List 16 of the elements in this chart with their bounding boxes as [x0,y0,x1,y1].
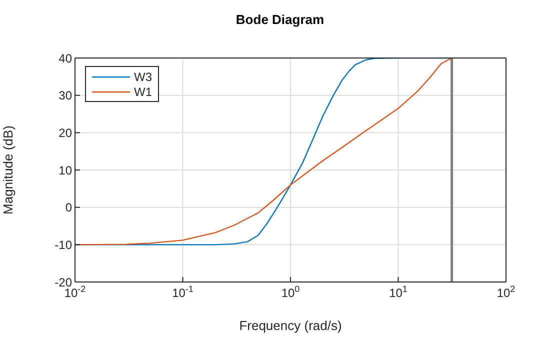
x-tick-label: 10$^{2}$ [496,284,516,300]
x-tick-label: 10$^{1}$ [389,284,408,300]
y-tick-label: -20 [54,275,72,290]
y-tick-label: 10 [58,163,72,178]
x-tick-label: 10$^{-1}$ [172,284,194,300]
legend-label: W3 [134,70,152,84]
y-tick-label: 40 [58,51,72,66]
x-tick-label: 10$^{0}$ [281,284,300,300]
y-axis-title: Magnitude (dB) [0,126,16,214]
y-tick-label: 0 [65,200,72,215]
x-axis-title: Frequency (rad/s) [239,318,342,333]
y-tick-label: -10 [54,238,72,252]
legend-label: W1 [134,84,152,98]
y-tick-label: 20 [58,126,72,140]
chart-title: Bode Diagram [234,12,326,27]
y-tick-label: 30 [58,88,72,103]
